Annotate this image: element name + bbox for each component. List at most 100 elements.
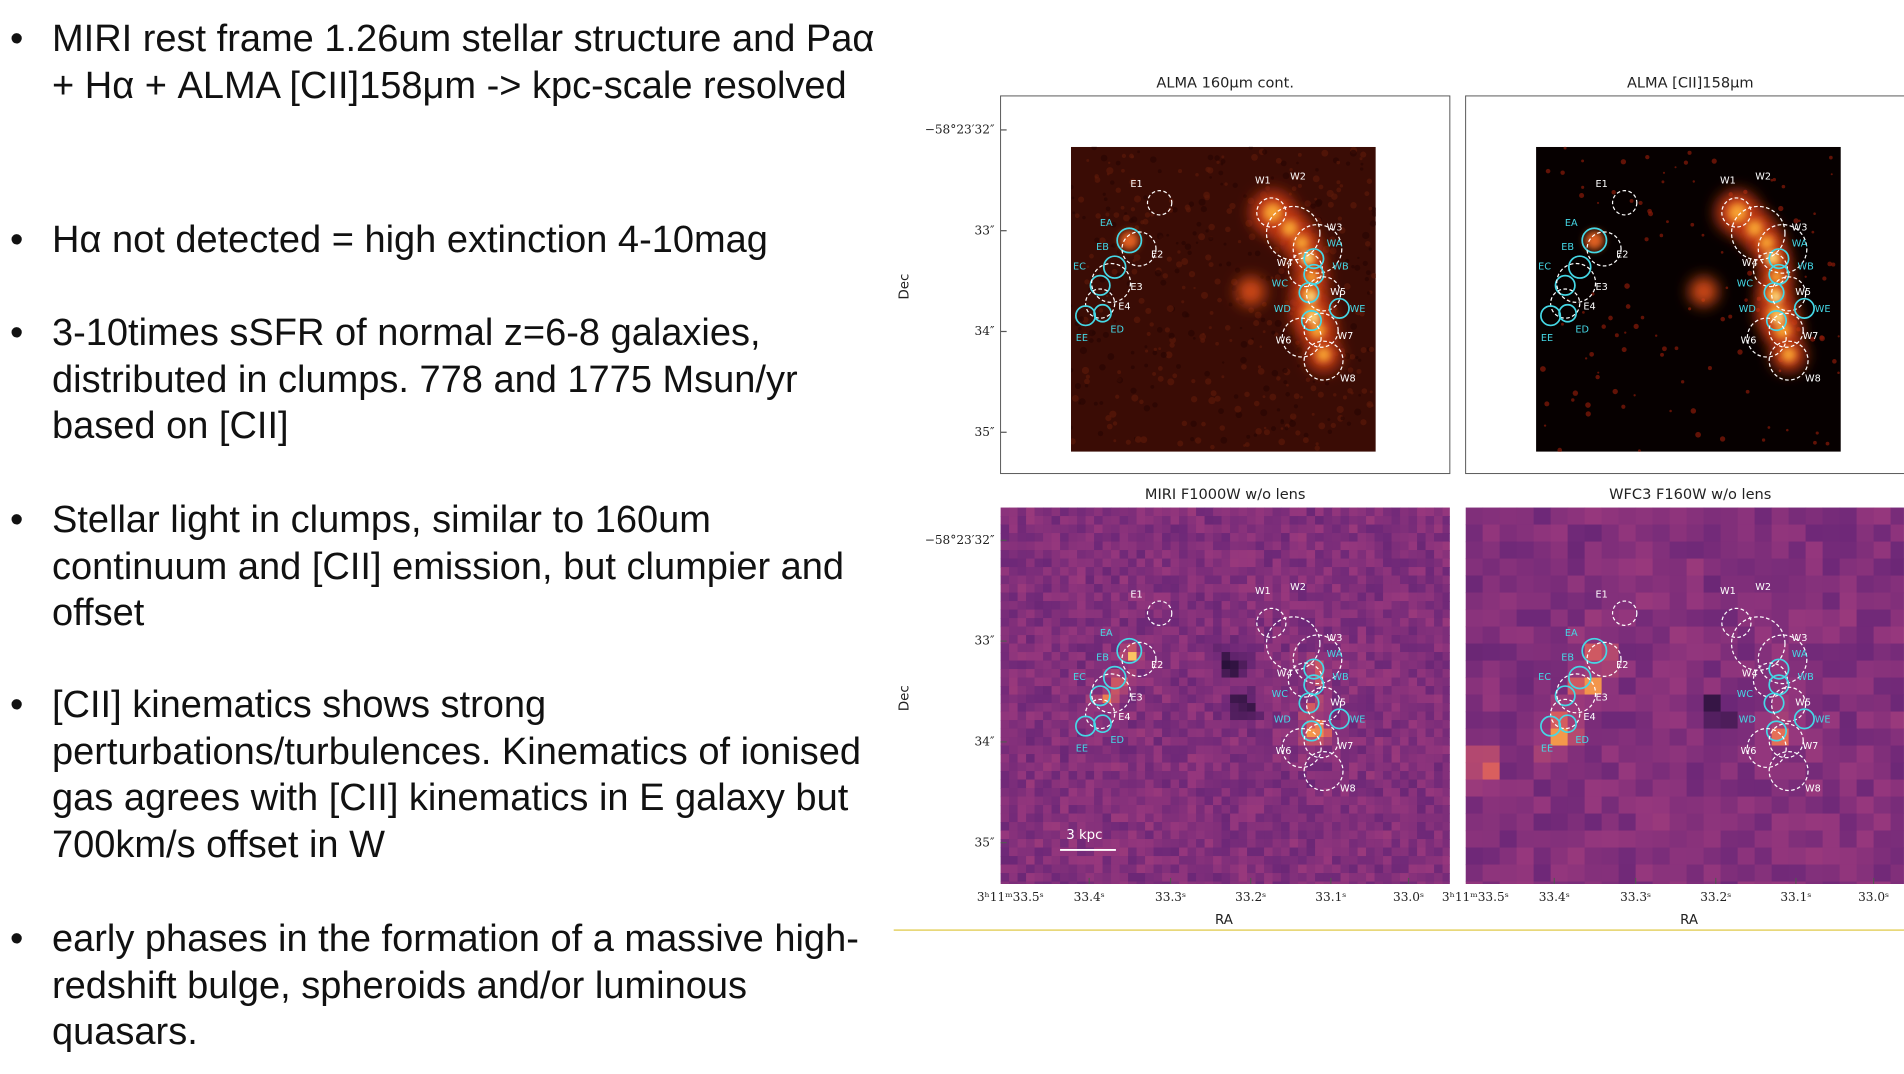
pixel (1281, 805, 1291, 815)
pixel (1417, 762, 1427, 772)
pixel (1400, 839, 1410, 849)
pixel (1856, 694, 1875, 713)
noise (1571, 398, 1575, 402)
pixel (1391, 856, 1401, 866)
pixel (1000, 745, 1010, 755)
pixel (1187, 669, 1197, 679)
noise (1781, 184, 1786, 189)
pixel (1077, 813, 1087, 823)
noise (1370, 404, 1374, 407)
pixel (1754, 779, 1773, 798)
pixel (1221, 728, 1231, 738)
pixel (1204, 737, 1214, 747)
noise (1276, 376, 1281, 381)
pixel (1366, 609, 1376, 619)
noise (1217, 297, 1222, 303)
pixel (1026, 652, 1036, 662)
clump-aperture (1554, 685, 1576, 707)
pixel (1221, 771, 1231, 781)
pixel (1408, 550, 1418, 560)
noise (1209, 311, 1214, 315)
pixel (1408, 516, 1418, 526)
pixel (1111, 796, 1121, 806)
pixel (1737, 847, 1756, 866)
pixel (1417, 601, 1427, 611)
noise (1096, 271, 1100, 274)
pixel (1179, 813, 1189, 823)
pixel (1077, 822, 1087, 832)
noise (1608, 315, 1613, 321)
pixel (1221, 541, 1231, 551)
noise (1317, 391, 1324, 398)
noise (1134, 225, 1139, 230)
pixel (1357, 873, 1367, 883)
pixel (1298, 524, 1308, 534)
pixel (1425, 805, 1435, 815)
pixel (1017, 847, 1027, 857)
pixel (1499, 558, 1518, 577)
pixel (1400, 550, 1410, 560)
noise (1169, 342, 1175, 348)
pixel (1332, 609, 1342, 619)
dec-tick-label: 34″ (975, 735, 995, 749)
pixel (1119, 592, 1129, 602)
pixel (1221, 856, 1231, 866)
pixel (1601, 779, 1620, 798)
pixel (1315, 728, 1325, 738)
pixel (1102, 575, 1112, 585)
pixel (1247, 720, 1257, 730)
pixel (1366, 516, 1376, 526)
pixel (1890, 575, 1904, 594)
pixel (1434, 873, 1444, 883)
noise (1263, 426, 1267, 430)
pixel (1890, 660, 1904, 679)
pixel (1264, 643, 1274, 653)
pixel (1686, 745, 1705, 764)
pixel (1357, 567, 1367, 577)
pixel (1094, 635, 1104, 645)
pixel (1550, 779, 1569, 798)
pixel (1442, 703, 1450, 713)
pixel (1771, 677, 1790, 696)
pixel (1272, 575, 1282, 585)
noise (1246, 434, 1251, 439)
pixel (1238, 754, 1248, 764)
pixel (1839, 881, 1858, 884)
pixel (1136, 584, 1146, 594)
pixel (1408, 524, 1418, 534)
pixel (1153, 762, 1163, 772)
pixel (1383, 626, 1393, 636)
pixel (1366, 669, 1376, 679)
pixel (1111, 677, 1121, 687)
pixel (1264, 635, 1274, 645)
pixel (1247, 516, 1257, 526)
pixel (1238, 575, 1248, 585)
pixel (1499, 847, 1518, 866)
pixel (1085, 516, 1095, 526)
pixel (1247, 745, 1257, 755)
pixel (1315, 584, 1325, 594)
pixel (1434, 839, 1444, 849)
pixel (1289, 703, 1299, 713)
pixel (1349, 558, 1359, 568)
pixel (1170, 771, 1180, 781)
pixel (1400, 830, 1410, 840)
pixel (1255, 626, 1265, 636)
pixel (1366, 601, 1376, 611)
pixel (1187, 575, 1197, 585)
noise (1786, 428, 1789, 432)
pixel (1255, 847, 1265, 857)
pixel (1289, 839, 1299, 849)
pixel (1417, 533, 1427, 543)
pixel (1281, 711, 1291, 721)
pixel (1255, 558, 1265, 568)
pixel (1482, 711, 1501, 730)
noise (1371, 211, 1376, 217)
pixel (1669, 609, 1688, 628)
noise (1187, 250, 1192, 255)
pixel (1196, 660, 1206, 670)
pixel (1618, 813, 1637, 832)
pixel (1703, 864, 1722, 883)
pixel (1094, 839, 1104, 849)
pixel (1179, 864, 1189, 874)
